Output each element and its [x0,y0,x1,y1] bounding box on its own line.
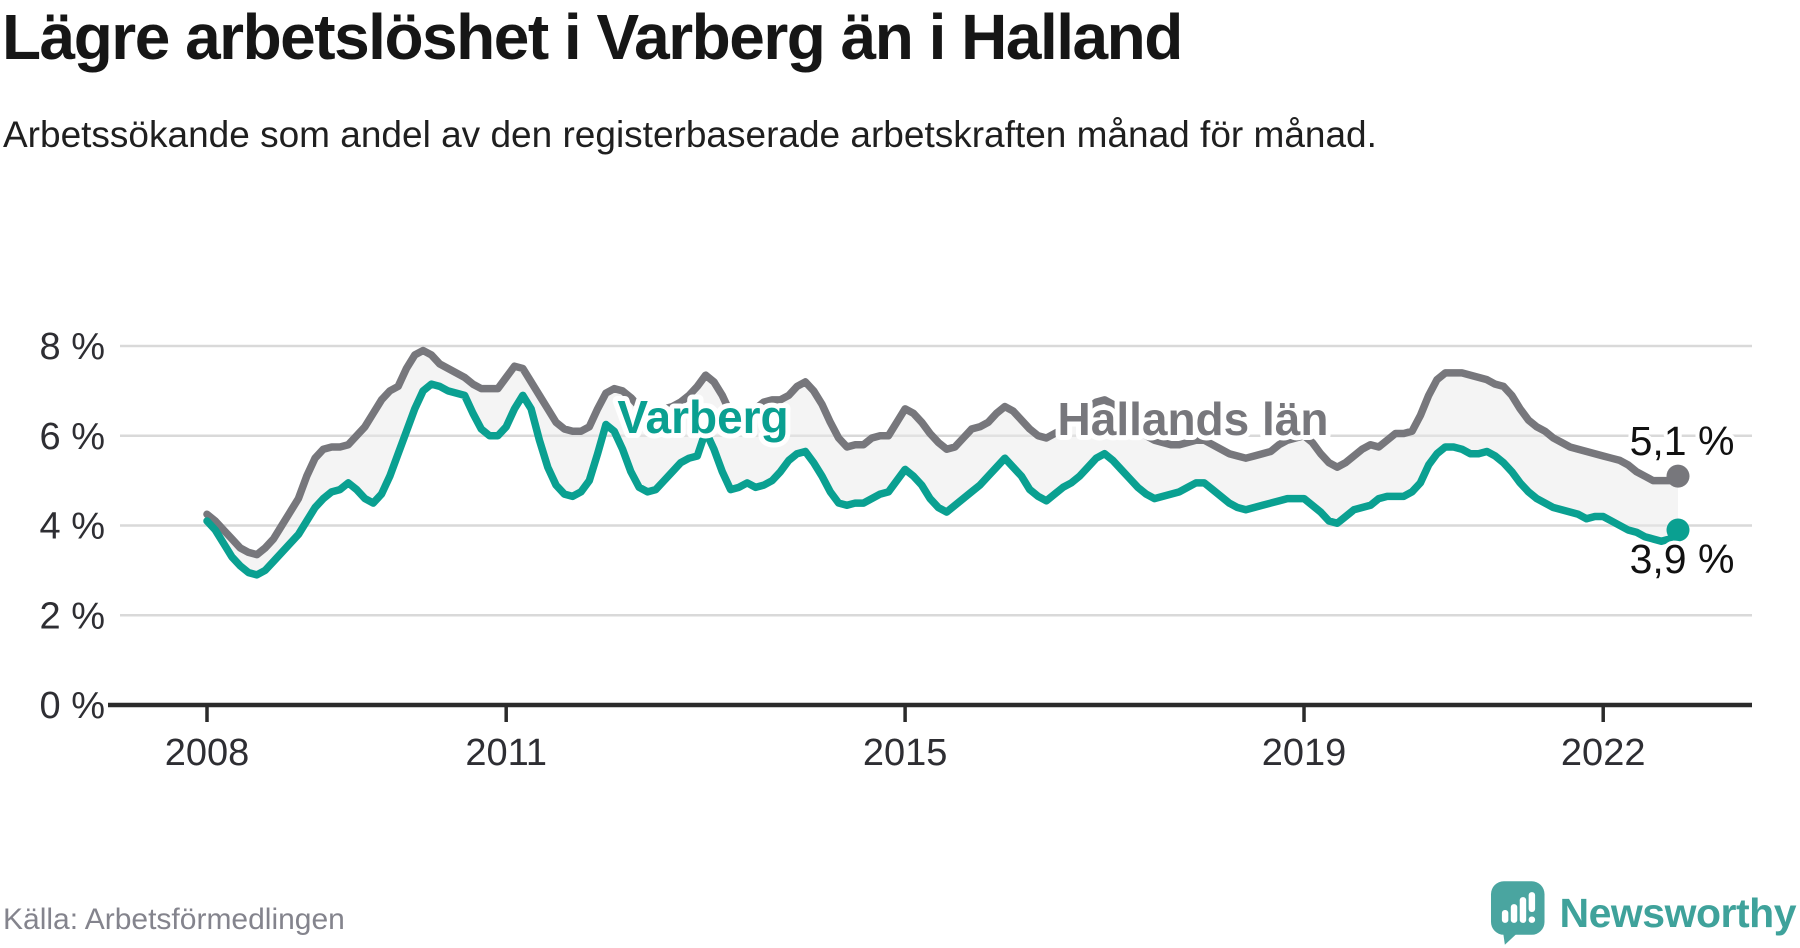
varberg-series-label: Varberg [617,391,788,443]
newsworthy-logo-icon [1490,881,1545,945]
varberg-end-label: 3,9 % [1630,536,1735,582]
halland-end-dot [1666,464,1690,488]
halland-end-label: 5,1 % [1630,418,1735,464]
page-subtitle: Arbetssökande som andel av den registerb… [3,114,1377,155]
x-tick-label-2015: 2015 [863,732,948,774]
varberg-line [203,380,1682,579]
x-tick-label-2019: 2019 [1262,732,1347,774]
logo-bar-3 [1519,897,1527,923]
halland-series-label: Hallands län [1058,393,1329,445]
logo-bubble-tail [1502,930,1520,945]
page-title: Lägre arbetslöshet i Varberg än i Hallan… [2,1,1183,73]
halland-line [203,346,1682,559]
logo-bar-1 [1501,910,1509,923]
x-tick-label-2022: 2022 [1561,732,1646,774]
logo-bubble [1490,881,1545,935]
y-tick-label-0: 0 % [40,685,105,727]
y-tick-label-4: 4 % [40,506,105,548]
y-tick-label-2: 2 % [40,595,105,637]
newsworthy-logo: Newsworthy [1490,880,1796,946]
y-tick-label-8: 8 % [40,326,105,368]
source-note: Källa: Arbetsförmedlingen [3,903,345,936]
x-tick-label-2011: 2011 [465,732,547,774]
newsworthy-logo-text: Newsworthy [1559,889,1797,936]
logo-exclamation-dot [1528,916,1536,923]
varberg-end-dot [1666,518,1690,542]
logo-exclamation-bar [1528,892,1536,913]
x-tick-label-2008: 2008 [165,732,250,774]
logo-bar-2 [1510,904,1518,923]
y-tick-label-6: 6 % [40,416,105,458]
between-series-area [207,350,1678,575]
